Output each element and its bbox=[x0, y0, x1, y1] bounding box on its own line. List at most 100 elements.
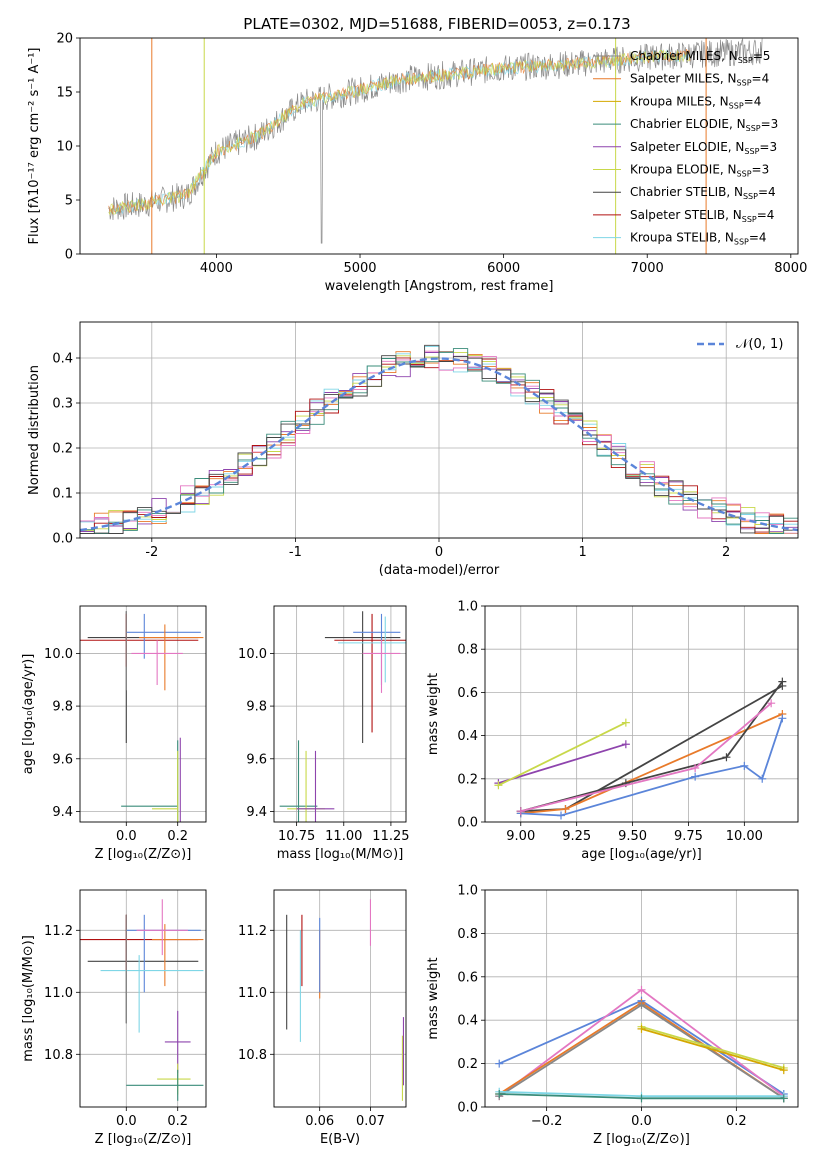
x-tick-label: 9.75 bbox=[674, 829, 703, 844]
x-tick-label: 9.50 bbox=[618, 829, 647, 844]
legend-label: Salpeter ELODIE, NSSP=3 bbox=[630, 140, 777, 156]
y-axis-label: mass weight bbox=[426, 673, 441, 755]
legend-label: 𝒩(0, 1) bbox=[736, 337, 783, 352]
x-tick-label: 10.75 bbox=[278, 829, 315, 844]
series-line bbox=[498, 721, 627, 787]
y-tick-label: 10.8 bbox=[238, 1048, 267, 1063]
x-tick-label: 0.0 bbox=[116, 829, 137, 844]
x-tick-label: 0.2 bbox=[726, 1114, 747, 1129]
x-axis-label: mass [log₁₀(M/M⊙)] bbox=[277, 847, 404, 862]
y-tick-label: 9.8 bbox=[52, 700, 73, 715]
y-tick-label: 20 bbox=[56, 32, 73, 47]
y-tick-label: 0.0 bbox=[457, 816, 478, 831]
y-tick-label: 0.4 bbox=[457, 1014, 478, 1029]
x-tick-label: -1 bbox=[289, 545, 302, 560]
series-marker bbox=[637, 1024, 646, 1033]
y-axis-label: mass weight bbox=[426, 957, 441, 1039]
histogram-step bbox=[80, 344, 798, 534]
y-tick-label: 1.0 bbox=[457, 884, 478, 899]
x-tick-label: −0.2 bbox=[531, 1114, 563, 1129]
y-tick-label: 0.8 bbox=[457, 927, 478, 942]
x-tick-label: 7000 bbox=[631, 261, 664, 276]
age-vs-metallicity-panel: 0.0 0.2 9.4 9.6 9.8 10.0 Z [log₁₀(Z/Z⊙)] age [l… bbox=[21, 605, 207, 862]
series-marker bbox=[637, 1094, 646, 1103]
series-line bbox=[520, 702, 772, 813]
plot-area bbox=[80, 611, 204, 822]
y-tick-label: 10.0 bbox=[238, 647, 267, 662]
plot-area bbox=[80, 344, 798, 534]
x-axis-label: (data-model)/error bbox=[379, 563, 500, 578]
x-tick-label: 0.07 bbox=[356, 1114, 385, 1129]
y-axis-label: age [log₁₀(age/yr)] bbox=[21, 654, 36, 775]
y-tick-label: 0.6 bbox=[457, 970, 478, 985]
y-tick-label: 0.6 bbox=[457, 686, 478, 701]
y-tick-label: 0.4 bbox=[52, 352, 73, 367]
y-axis-label: Normed distribution bbox=[27, 365, 42, 495]
y-axis-label: Flux [fλ10⁻¹⁷ erg cm⁻² s⁻¹ A⁻¹] bbox=[27, 48, 42, 245]
spectrum-data-line bbox=[108, 38, 763, 244]
x-axis-label: Z [log₁₀(Z/Z⊙)] bbox=[95, 1132, 192, 1147]
series-marker bbox=[637, 985, 646, 994]
legend-label: Kroupa ELODIE, NSSP=3 bbox=[630, 163, 769, 179]
axes-frame bbox=[79, 37, 799, 255]
spectrum-model-line bbox=[108, 49, 691, 216]
series-marker bbox=[740, 761, 749, 770]
x-tick-label: 0 bbox=[435, 545, 443, 560]
x-tick-label: 5000 bbox=[343, 261, 376, 276]
plot-area bbox=[108, 38, 763, 254]
plot-area bbox=[80, 899, 204, 1101]
y-tick-label: 11.2 bbox=[44, 924, 73, 939]
series-marker bbox=[557, 811, 566, 820]
axes-frame bbox=[79, 321, 799, 539]
legend-label: Chabrier ELODIE, NSSP=3 bbox=[630, 117, 778, 133]
series-marker bbox=[778, 714, 787, 723]
plot-area bbox=[494, 677, 787, 820]
x-axis-label: Z [log₁₀(Z/Z⊙)] bbox=[95, 847, 192, 862]
legend-label: Chabrier MILES, NSSP=5 bbox=[630, 49, 770, 65]
legend-label: Salpeter MILES, NSSP=4 bbox=[630, 72, 769, 88]
x-tick-label: 9.00 bbox=[506, 829, 535, 844]
y-tick-label: 9.6 bbox=[52, 752, 73, 767]
series-marker bbox=[495, 1059, 504, 1068]
y-tick-label: 0.3 bbox=[52, 397, 73, 412]
y-tick-label: 0.2 bbox=[457, 1057, 478, 1072]
axes-frame bbox=[484, 605, 799, 823]
mass-vs-extinction-panel: 0.06 0.07 10.8 11.0 11.2 E(B-V) bbox=[238, 889, 407, 1147]
figure-title: PLATE=0302, MJD=51688, FIBERID=0053, z=0… bbox=[243, 15, 630, 33]
x-tick-label: 6000 bbox=[487, 261, 520, 276]
x-tick-label: 0.06 bbox=[305, 1114, 334, 1129]
y-tick-label: 0.2 bbox=[457, 772, 478, 787]
residuals-panel: -2 -1 0 1 2 0.0 0.1 0.2 0.3 0.4 (data-model)/error… bbox=[27, 321, 799, 578]
series-marker bbox=[516, 807, 525, 816]
series-marker bbox=[495, 1089, 504, 1098]
series-marker bbox=[779, 1094, 788, 1103]
legend-label: Chabrier STELIB, NSSP=4 bbox=[630, 185, 776, 201]
legend-label: Salpeter STELIB, NSSP=4 bbox=[630, 208, 774, 224]
series-marker bbox=[691, 764, 700, 772]
x-axis-label: age [log₁₀(age/yr)] bbox=[581, 847, 702, 862]
y-tick-label: 10.8 bbox=[44, 1048, 73, 1063]
x-tick-label: -2 bbox=[145, 545, 158, 560]
series-line bbox=[498, 743, 627, 784]
y-tick-label: 9.8 bbox=[246, 700, 267, 715]
axes-frame bbox=[79, 605, 207, 823]
series-marker bbox=[758, 774, 767, 783]
series-line bbox=[520, 685, 783, 813]
x-axis-label: wavelength [Angstrom, rest frame] bbox=[325, 279, 554, 294]
y-tick-label: 0.4 bbox=[457, 729, 478, 744]
y-tick-label: 10.0 bbox=[44, 647, 73, 662]
axes-frame bbox=[273, 605, 407, 823]
x-axis-label: E(B-V) bbox=[320, 1132, 360, 1147]
spectrum-legend: Chabrier MILES, NSSP=5 Salpeter MILES, NS… bbox=[593, 49, 778, 247]
series-marker bbox=[494, 781, 503, 790]
y-tick-label: 0.2 bbox=[52, 442, 73, 457]
y-tick-label: 15 bbox=[56, 86, 73, 101]
y-tick-label: 0.0 bbox=[457, 1101, 478, 1116]
y-tick-label: 0.1 bbox=[52, 487, 73, 502]
y-tick-label: 5 bbox=[65, 194, 73, 209]
y-tick-label: 11.2 bbox=[238, 924, 267, 939]
series-line bbox=[520, 718, 784, 817]
massweight-vs-age-panel: 9.00 9.25 9.50 9.75 10.00 0.0 0.2 0.4 0.6 0.8 1.0 a… bbox=[426, 600, 799, 862]
x-tick-label: 4000 bbox=[200, 261, 233, 276]
